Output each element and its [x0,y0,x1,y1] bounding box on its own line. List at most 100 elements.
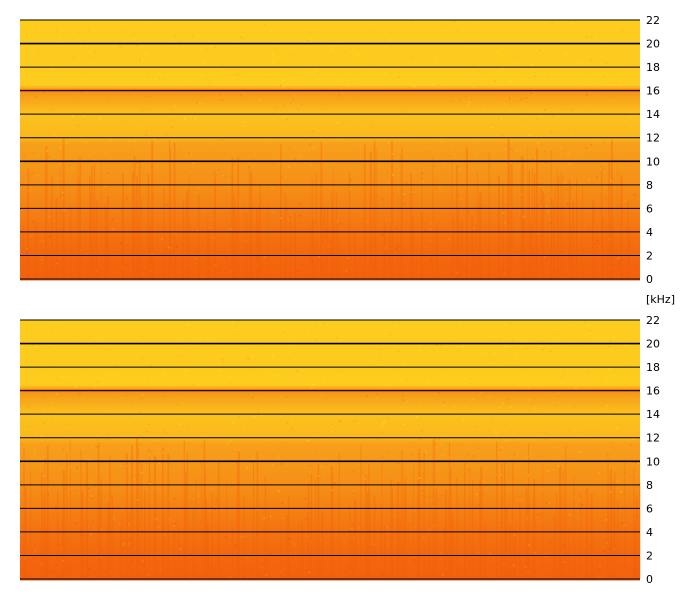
energy-row [20,230,640,233]
energy-row [20,124,640,127]
speckle [540,517,542,519]
speckle [433,48,436,50]
speckle [435,180,438,182]
energy-row [20,138,640,141]
speckle [469,560,472,562]
speckle [505,439,508,442]
speckle [386,356,389,359]
speckle [433,487,436,489]
speckle [417,123,420,125]
speckle [191,196,194,198]
speckle [386,526,389,529]
speckle [190,553,193,555]
speckle [430,222,433,225]
speckle [458,485,460,488]
speckle [209,184,212,187]
speckle [173,498,176,500]
speckle [187,168,190,170]
speckle [195,252,198,254]
streak [153,455,157,579]
speckle [26,405,29,408]
speckle [345,35,348,37]
speckle [398,537,400,539]
speckle [609,185,612,188]
speckle [204,565,207,567]
streak [542,191,544,279]
speckle [464,57,467,59]
speckle [241,73,244,75]
speckle [34,29,37,31]
speckle [563,561,566,563]
speckle [510,110,513,112]
speckle [207,500,209,502]
speckle [487,479,489,481]
speckle [254,188,257,190]
y-tick-label-20: 20 [646,338,660,351]
speckle [613,223,616,226]
streak [91,166,93,279]
speckle [451,481,454,484]
streak [451,159,453,279]
speckle [333,63,336,66]
speckle [96,363,99,366]
speckle [327,245,330,247]
speckle [490,421,493,423]
speckle [310,258,313,260]
speckle [92,446,94,448]
energy-row [20,526,640,529]
speckle [213,237,216,239]
speckle [510,162,513,164]
speckle [330,224,333,226]
speckle [395,429,398,431]
speckle [353,397,356,400]
speckle [150,365,153,367]
speckle [396,573,399,576]
speckle [401,394,404,397]
speckle [548,192,550,194]
streak [507,182,509,279]
speckle [323,459,326,461]
streak [522,203,525,279]
energy-row [20,238,640,241]
speckle [585,545,588,547]
speckle [108,414,111,416]
energy-row [20,276,640,279]
speckle [63,488,66,490]
streak [332,165,334,279]
speckle [463,38,466,40]
streak [553,200,554,279]
streak [413,465,414,579]
speckle [253,543,256,546]
speckle [547,210,550,213]
speckle [46,412,49,414]
speckle [612,264,615,266]
speckle [110,495,113,497]
speckle [538,273,541,275]
speckle [163,372,166,375]
speckle [583,430,586,432]
speckle [153,210,156,212]
speckle [120,46,123,48]
energy-row [20,548,640,551]
speckle [417,270,420,273]
speckle [281,167,284,170]
speckle [514,354,517,356]
speckle [338,529,341,531]
speckle [334,426,336,428]
streak [235,217,237,279]
speckle [491,359,494,362]
speckle [292,54,295,56]
streak [335,206,338,279]
speckle [242,576,245,578]
streak [188,176,190,279]
speckle [131,240,134,242]
streak [590,494,593,579]
speckle [101,320,104,323]
speckle [196,356,199,358]
energy-row [20,134,640,137]
speckle [282,328,285,330]
speckle [218,355,221,357]
speckle [621,29,624,31]
energy-row [20,208,640,211]
speckle [103,576,106,579]
